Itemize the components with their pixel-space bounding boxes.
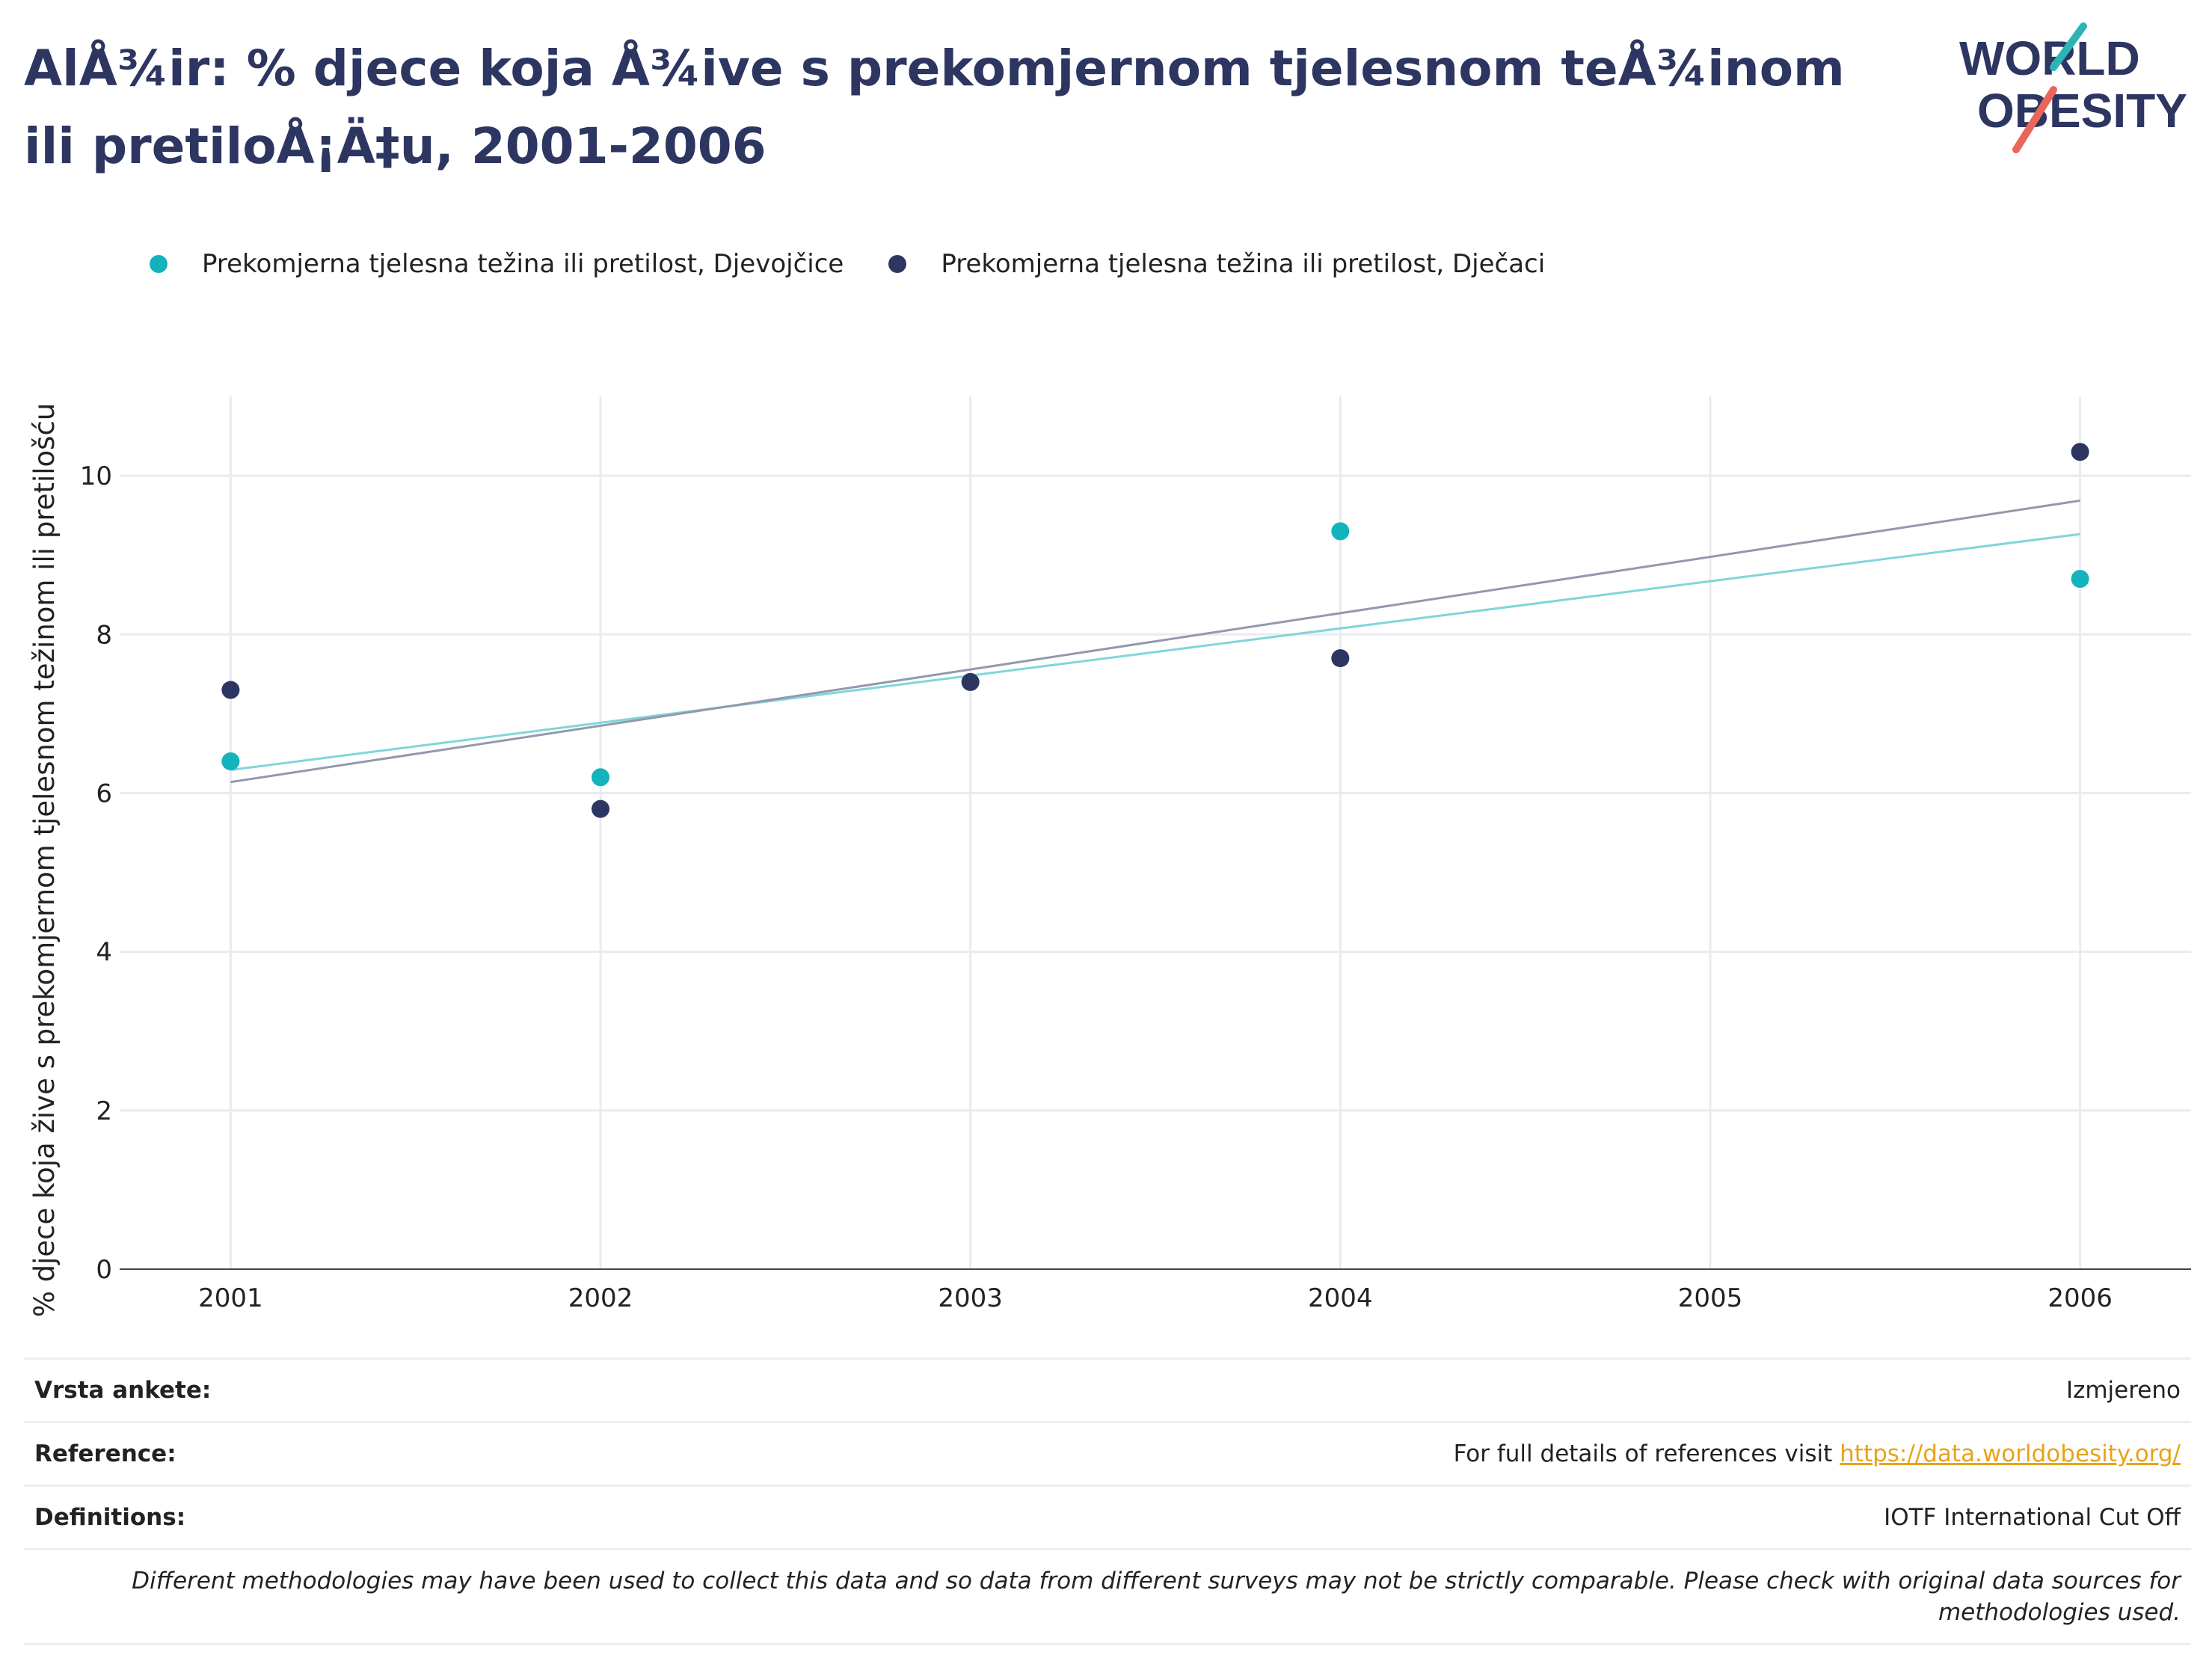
y-tick-label: 10 (80, 461, 112, 491)
legend-marker-boys (888, 255, 907, 273)
survey-type-row: Vrsta ankete: Izmjereno (24, 1360, 2191, 1423)
y-axis-label: % djece koja žive s prekomjernom tjelesn… (28, 403, 61, 1318)
data-points (221, 443, 2089, 818)
data-point-series-1[interactable] (592, 799, 610, 818)
y-tick-label: 4 (96, 938, 112, 968)
data-point-series-1[interactable] (221, 681, 240, 699)
x-tick-label: 2005 (1678, 1283, 1743, 1313)
x-tick-label: 2001 (198, 1283, 263, 1313)
reference-label: Reference: (34, 1440, 176, 1467)
y-tick-label: 0 (96, 1255, 112, 1285)
methodology-note: Different methodologies may have been us… (24, 1550, 2191, 1645)
survey-type-value: Izmjereno (2065, 1377, 2181, 1404)
survey-type-label: Vrsta ankete: (34, 1377, 212, 1404)
y-tick-label: 8 (96, 620, 112, 650)
data-point-series-0[interactable] (221, 752, 240, 771)
trend-line-series-1 (230, 499, 2080, 784)
logo-slash-coral (2012, 86, 2057, 153)
chart-title: AlÅ¾ir: % djece koja Å¾ive s prekomjerno… (24, 40, 1845, 175)
definitions-value: IOTF International Cut Off (1884, 1504, 2181, 1531)
y-tick-label: 2 (96, 1096, 112, 1126)
data-point-series-1[interactable] (2071, 443, 2089, 461)
x-tick-label: 2006 (2047, 1283, 2113, 1313)
trend-lines (230, 499, 2080, 784)
metadata-table: Vrsta ankete: Izmjereno Reference: For f… (24, 1357, 2191, 1645)
legend-marker-girls (150, 255, 168, 273)
tick-labels: 2001 2002 2003 2004 2005 2006 0 2 4 6 8 10 (80, 461, 2113, 1313)
scatter-chart: 2001 2002 2003 2004 2005 2006 0 2 4 6 8 10 % djece … (28, 396, 2191, 1318)
reference-value: For full details of references visit htt… (1454, 1440, 2191, 1467)
grid-lines (120, 396, 2191, 1269)
logo-word-1: WORLD (1959, 31, 2140, 85)
reference-row: Reference: For full details of reference… (24, 1423, 2191, 1487)
legend-label-boys: Prekomjerna tjelesna težina ili pretilos… (941, 249, 1546, 279)
data-point-series-0[interactable] (592, 768, 610, 787)
chart-legend: Prekomjerna tjelesna težina ili pretilos… (150, 245, 1590, 283)
logo-slash-teal (2050, 22, 2087, 71)
definitions-label: Definitions: (34, 1504, 186, 1531)
reference-text: For full details of references visit (1453, 1440, 1840, 1467)
data-point-series-1[interactable] (961, 672, 980, 691)
world-obesity-logo: WORLD OBESITY (1959, 22, 2187, 153)
logo-word-2: OBESITY (1977, 84, 2187, 138)
data-point-series-0[interactable] (1331, 522, 1350, 541)
trend-line-series-0 (230, 532, 2080, 771)
x-tick-label: 2004 (1308, 1283, 1373, 1313)
x-tick-label: 2002 (568, 1283, 633, 1313)
data-point-series-0[interactable] (2071, 570, 2089, 589)
legend-item-girls[interactable]: Prekomjerna tjelesna težina ili pretilos… (150, 249, 844, 279)
reference-link[interactable]: https://data.worldobesity.org/ (1840, 1440, 2181, 1467)
y-tick-label: 6 (96, 779, 112, 808)
data-point-series-1[interactable] (1331, 649, 1350, 668)
x-tick-label: 2003 (938, 1283, 1003, 1313)
legend-label-girls: Prekomjerna tjelesna težina ili pretilos… (202, 249, 844, 279)
definitions-row: Definitions: IOTF International Cut Off (24, 1487, 2191, 1550)
legend-item-boys[interactable]: Prekomjerna tjelesna težina ili pretilos… (888, 249, 1545, 279)
